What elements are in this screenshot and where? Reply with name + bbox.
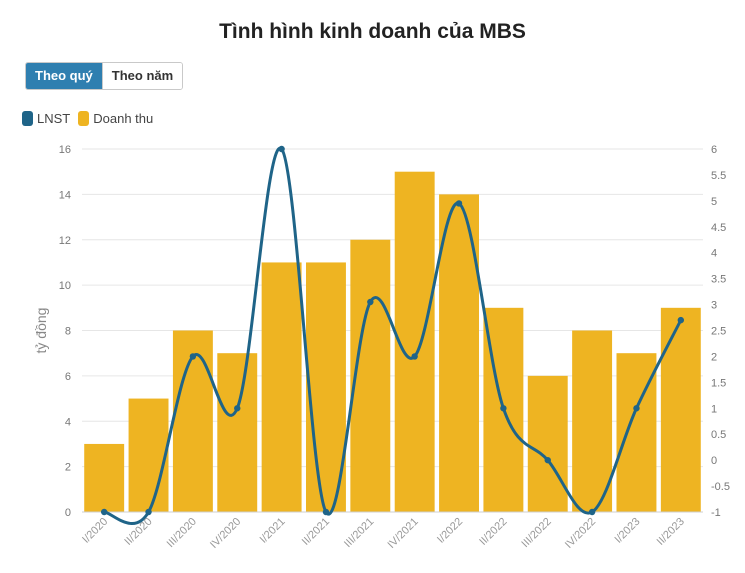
legend-swatch-doanh-thu (78, 111, 90, 126)
line-lnst (103, 146, 683, 526)
legend-swatch-lnst (22, 111, 33, 126)
point-lnst (145, 508, 152, 516)
chart-title: Tình hình kinh doanh của MBS (219, 20, 526, 43)
bar-doanh-thu (217, 353, 258, 512)
period-toggle: Theo quý Theo năm (25, 62, 184, 90)
right-tick-label: 4.5 (711, 222, 726, 234)
point-lnst (455, 200, 463, 207)
left-tick-label: 4 (65, 416, 71, 428)
x-tick-label: II/2023 (655, 516, 687, 548)
right-tick-label: 1.5 (711, 377, 726, 389)
left-tick-label: 16 (59, 144, 71, 156)
right-tick-label: -0.5 (711, 481, 730, 493)
right-tick-label: 3 (711, 300, 717, 312)
quarter-tab-button[interactable]: Theo quý (26, 63, 102, 89)
right-tick-label: 3.5 (711, 274, 726, 286)
right-tick-label: 5.5 (711, 170, 726, 182)
bar-doanh-thu (572, 330, 613, 512)
left-tick-label: 8 (65, 326, 71, 338)
left-tick-label: 14 (59, 189, 71, 201)
right-tick-label: 4 (711, 248, 717, 260)
bar-doanh-thu (172, 330, 213, 512)
point-lnst (588, 508, 596, 516)
x-tick-label: II/2021 (300, 516, 332, 548)
bar-doanh-thu (394, 171, 435, 512)
x-tick-label: IV/2021 (385, 516, 420, 551)
right-tick-label: 5 (711, 196, 717, 208)
left-tick-label: 0 (65, 507, 71, 519)
x-tick-label: I/2023 (612, 516, 642, 546)
x-tick-label: III/2020 (165, 516, 199, 550)
right-tick-label: 2.5 (711, 326, 726, 338)
point-lnst (411, 353, 418, 360)
point-lnst (234, 405, 241, 412)
bar-doanh-thu (128, 398, 169, 512)
y-axis-label: tỷ đồng (33, 308, 49, 354)
bar-doanh-thu (660, 307, 701, 512)
left-tick-label: 12 (59, 235, 71, 247)
left-tick-label: 10 (59, 280, 71, 292)
bar-doanh-thu (527, 375, 568, 512)
right-tick-label: 6 (711, 144, 717, 156)
chart-legend: LNST Doanh thu (22, 111, 153, 126)
right-tick-label: -1 (711, 507, 721, 519)
x-tick-label: IV/2020 (208, 516, 243, 551)
legend-label-doanh-thu: Doanh thu (93, 111, 154, 126)
point-lnst (278, 145, 285, 153)
bar-doanh-thu (84, 443, 125, 512)
x-tick-label: I/2022 (435, 516, 465, 546)
legend-label-lnst: LNST (37, 111, 71, 126)
bar-doanh-thu (261, 262, 302, 512)
x-tick-label: I/2021 (258, 516, 288, 546)
right-tick-label: 0.5 (711, 429, 726, 441)
bar-doanh-thu (350, 239, 391, 512)
x-tick-label: III/2022 (519, 516, 553, 550)
point-lnst (189, 353, 197, 360)
bar-doanh-thu (306, 262, 346, 512)
point-lnst (544, 456, 551, 464)
left-tick-label: 6 (65, 371, 71, 383)
right-tick-label: 0 (711, 455, 717, 467)
x-tick-label: IV/2022 (563, 516, 598, 551)
legend-item-lnst[interactable]: LNST (22, 111, 70, 126)
point-lnst (367, 298, 374, 306)
point-lnst (677, 316, 685, 324)
point-lnst (100, 508, 108, 516)
year-tab-button[interactable]: Theo năm (101, 63, 183, 89)
point-lnst (633, 405, 640, 412)
x-tick-label: II/2022 (477, 516, 509, 548)
legend-item-doanh-thu[interactable]: Doanh thu (78, 111, 153, 126)
right-tick-label: 2 (711, 351, 717, 363)
x-tick-label: III/2021 (342, 516, 376, 550)
left-tick-label: 2 (65, 462, 71, 474)
x-tick-label: I/2020 (80, 516, 110, 546)
point-lnst (500, 405, 507, 412)
point-lnst (322, 508, 330, 516)
right-tick-label: 1 (711, 403, 717, 415)
